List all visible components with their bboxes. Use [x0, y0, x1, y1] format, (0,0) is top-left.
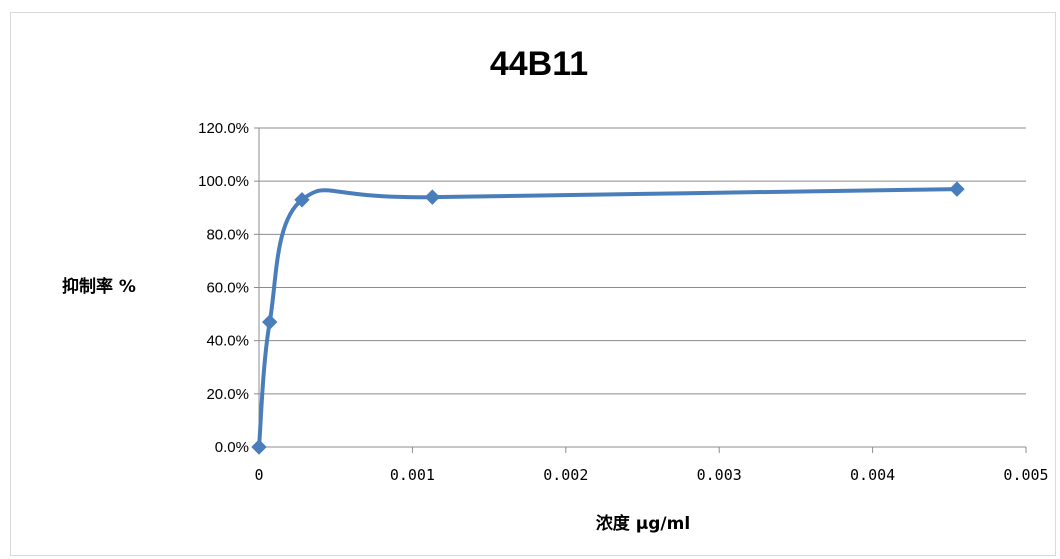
x-tick-label: 0.004: [850, 466, 895, 484]
y-tick-label: 100.0%: [198, 173, 249, 190]
y-tick-labels: 0.0% 20.0% 40.0% 60.0% 80.0% 100.0% 120.0%: [198, 120, 249, 456]
x-tick-label: 0.001: [390, 466, 435, 484]
series: [251, 181, 965, 455]
x-tick-label: 0.003: [697, 466, 742, 484]
y-tick-label: 40.0%: [206, 333, 249, 350]
chart-title: 44B11: [490, 45, 588, 83]
data-point-marker: [262, 314, 278, 330]
series-line: [257, 187, 959, 449]
y-tick-label: 0.0%: [215, 439, 249, 456]
data-point-marker: [251, 439, 267, 455]
x-axis-title: 浓度 μg/ml: [596, 513, 690, 534]
y-tick-label: 80.0%: [206, 226, 249, 243]
data-point-marker: [294, 192, 310, 208]
line-chart: 44B11 0.0% 20.0% 40.0% 60.0% 80.0% 100.0% 120.…: [62, 45, 1049, 534]
y-axis-title: 抑制率 %: [62, 276, 136, 297]
y-tick-label: 20.0%: [206, 386, 249, 403]
x-tick-label: 0: [254, 466, 263, 484]
x-tick-label: 0.005: [1003, 466, 1048, 484]
y-tick-label: 60.0%: [206, 280, 249, 297]
axes: [254, 127, 1027, 453]
gridlines: [259, 127, 1026, 395]
data-point-marker: [424, 189, 441, 205]
chart-frame: 44B11 0.0% 20.0% 40.0% 60.0% 80.0% 100.0% 120.…: [10, 12, 1056, 556]
y-tick-label: 120.0%: [198, 120, 249, 137]
data-point-marker: [949, 181, 965, 197]
x-tick-label: 0.002: [543, 466, 588, 484]
x-tick-labels: 0 0.001 0.002 0.003 0.004 0.005: [254, 466, 1048, 484]
